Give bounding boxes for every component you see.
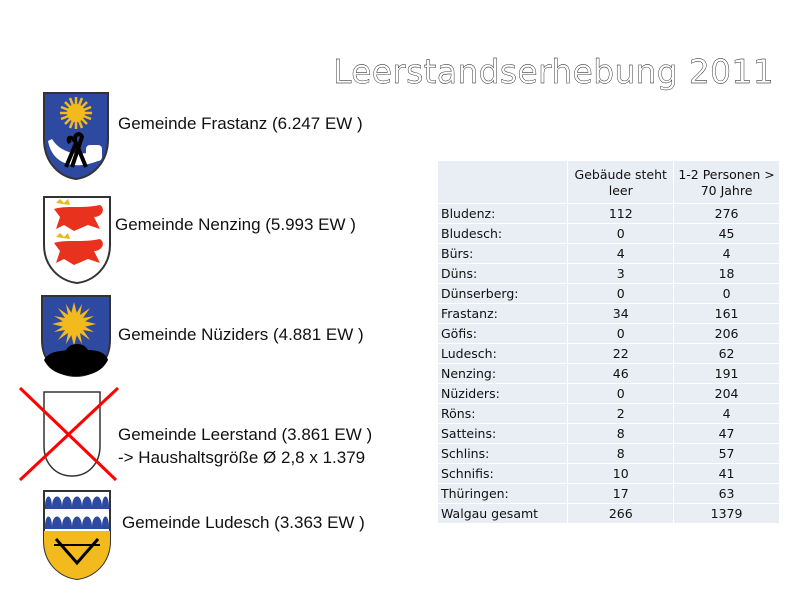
table-row: Schnifis: 10 41: [436, 463, 780, 484]
table-header-row: Gebäude steht leer 1-2 Personen >70 Jahre: [436, 160, 780, 204]
row-leer: 4: [567, 243, 675, 264]
table-row: Bürs: 4 4: [436, 243, 780, 264]
gemeinde-nueziders-label: Gemeinde Nüziders (4.881 EW ): [118, 325, 364, 344]
row-leer: 3: [567, 263, 675, 284]
table-row: Nenzing: 46 191: [436, 363, 780, 384]
row-leer: 0: [567, 223, 675, 244]
table-row: Frastanz: 34 161: [436, 303, 780, 324]
table-row: Thüringen: 17 63: [436, 483, 780, 504]
table-row: Bludesch: 0 45: [436, 223, 780, 244]
table-row: Göfis: 0 206: [436, 323, 780, 344]
row-leer: 0: [567, 383, 675, 404]
header-empty: [436, 160, 569, 204]
gemeinde-leerstand-label: Gemeinde Leerstand (3.861 EW ): [118, 425, 373, 444]
haushaltsgroesse-label: -> Haushaltsgröße Ø 2,8 x 1.379: [118, 448, 366, 467]
row-leer: 10: [567, 463, 675, 484]
table-row: Düns: 3 18: [436, 263, 780, 284]
row-leer: 266: [567, 503, 675, 524]
slide-title: Leerstandserhebung 2011: [333, 52, 774, 91]
row-leer: 112: [567, 203, 675, 224]
row-personen: 276: [673, 203, 780, 224]
header-personen-70: 1-2 Personen >70 Jahre: [673, 160, 780, 204]
row-name: Nenzing:: [436, 363, 569, 384]
row-personen: 62: [673, 343, 780, 364]
table-row: Nüziders: 0 204: [436, 383, 780, 404]
row-name: Frastanz:: [436, 303, 569, 324]
row-name: Röns:: [436, 403, 569, 424]
row-leer: 22: [567, 343, 675, 364]
row-personen: 47: [673, 423, 780, 444]
row-personen: 18: [673, 263, 780, 284]
table-row: Ludesch: 22 62: [436, 343, 780, 364]
row-leer: 0: [567, 323, 675, 344]
gemeinde-ludesch-label: Gemeinde Ludesch (3.363 EW ): [122, 513, 365, 532]
gemeinde-nenzing-label: Gemeinde Nenzing (5.993 EW ): [115, 215, 356, 234]
row-personen: 57: [673, 443, 780, 464]
row-personen: 206: [673, 323, 780, 344]
row-personen: 1379: [673, 503, 780, 524]
gemeinde-frastanz-label: Gemeinde Frastanz (6.247 EW ): [118, 114, 363, 133]
row-leer: 0: [567, 283, 675, 304]
row-personen: 41: [673, 463, 780, 484]
row-name: Schlins:: [436, 443, 569, 464]
row-leer: 8: [567, 443, 675, 464]
row-personen: 204: [673, 383, 780, 404]
row-personen: 63: [673, 483, 780, 504]
row-leer: 34: [567, 303, 675, 324]
row-name: Bludesch:: [436, 223, 569, 244]
row-name: Thüringen:: [436, 483, 569, 504]
row-personen: 191: [673, 363, 780, 384]
empty-crest-crossed-icon: [18, 386, 120, 482]
row-leer: 17: [567, 483, 675, 504]
row-name: Nüziders:: [436, 383, 569, 404]
row-personen: 4: [673, 403, 780, 424]
row-personen: 4: [673, 243, 780, 264]
frastanz-crest-icon: [43, 92, 109, 181]
row-name: Bürs:: [436, 243, 569, 264]
row-name: Dünserberg:: [436, 283, 569, 304]
nenzing-crest-icon: [43, 196, 111, 285]
row-leer: 8: [567, 423, 675, 444]
leerstand-table: Gebäude steht leer 1-2 Personen >70 Jahre…: [436, 160, 780, 524]
row-personen: 161: [673, 303, 780, 324]
table-row: Satteins: 8 47: [436, 423, 780, 444]
table-row: Röns: 2 4: [436, 403, 780, 424]
table-row: Dünserberg: 0 0: [436, 283, 780, 304]
row-name: Göfis:: [436, 323, 569, 344]
row-leer: 46: [567, 363, 675, 384]
row-name: Bludenz:: [436, 203, 569, 224]
row-name: Schnifis:: [436, 463, 569, 484]
table-row: Bludenz: 112 276: [436, 203, 780, 224]
nueziders-crest-icon: [41, 295, 111, 378]
ludesch-crest-icon: [43, 490, 111, 581]
row-name: Walgau gesamt: [436, 503, 569, 524]
row-personen: 45: [673, 223, 780, 244]
header-gebaeude-leer: Gebäude steht leer: [567, 160, 675, 204]
row-leer: 2: [567, 403, 675, 424]
row-name: Düns:: [436, 263, 569, 284]
row-name: Satteins:: [436, 423, 569, 444]
table-row-total: Walgau gesamt 266 1379: [436, 503, 780, 524]
row-personen: 0: [673, 283, 780, 304]
row-name: Ludesch:: [436, 343, 569, 364]
table-row: Schlins: 8 57: [436, 443, 780, 464]
